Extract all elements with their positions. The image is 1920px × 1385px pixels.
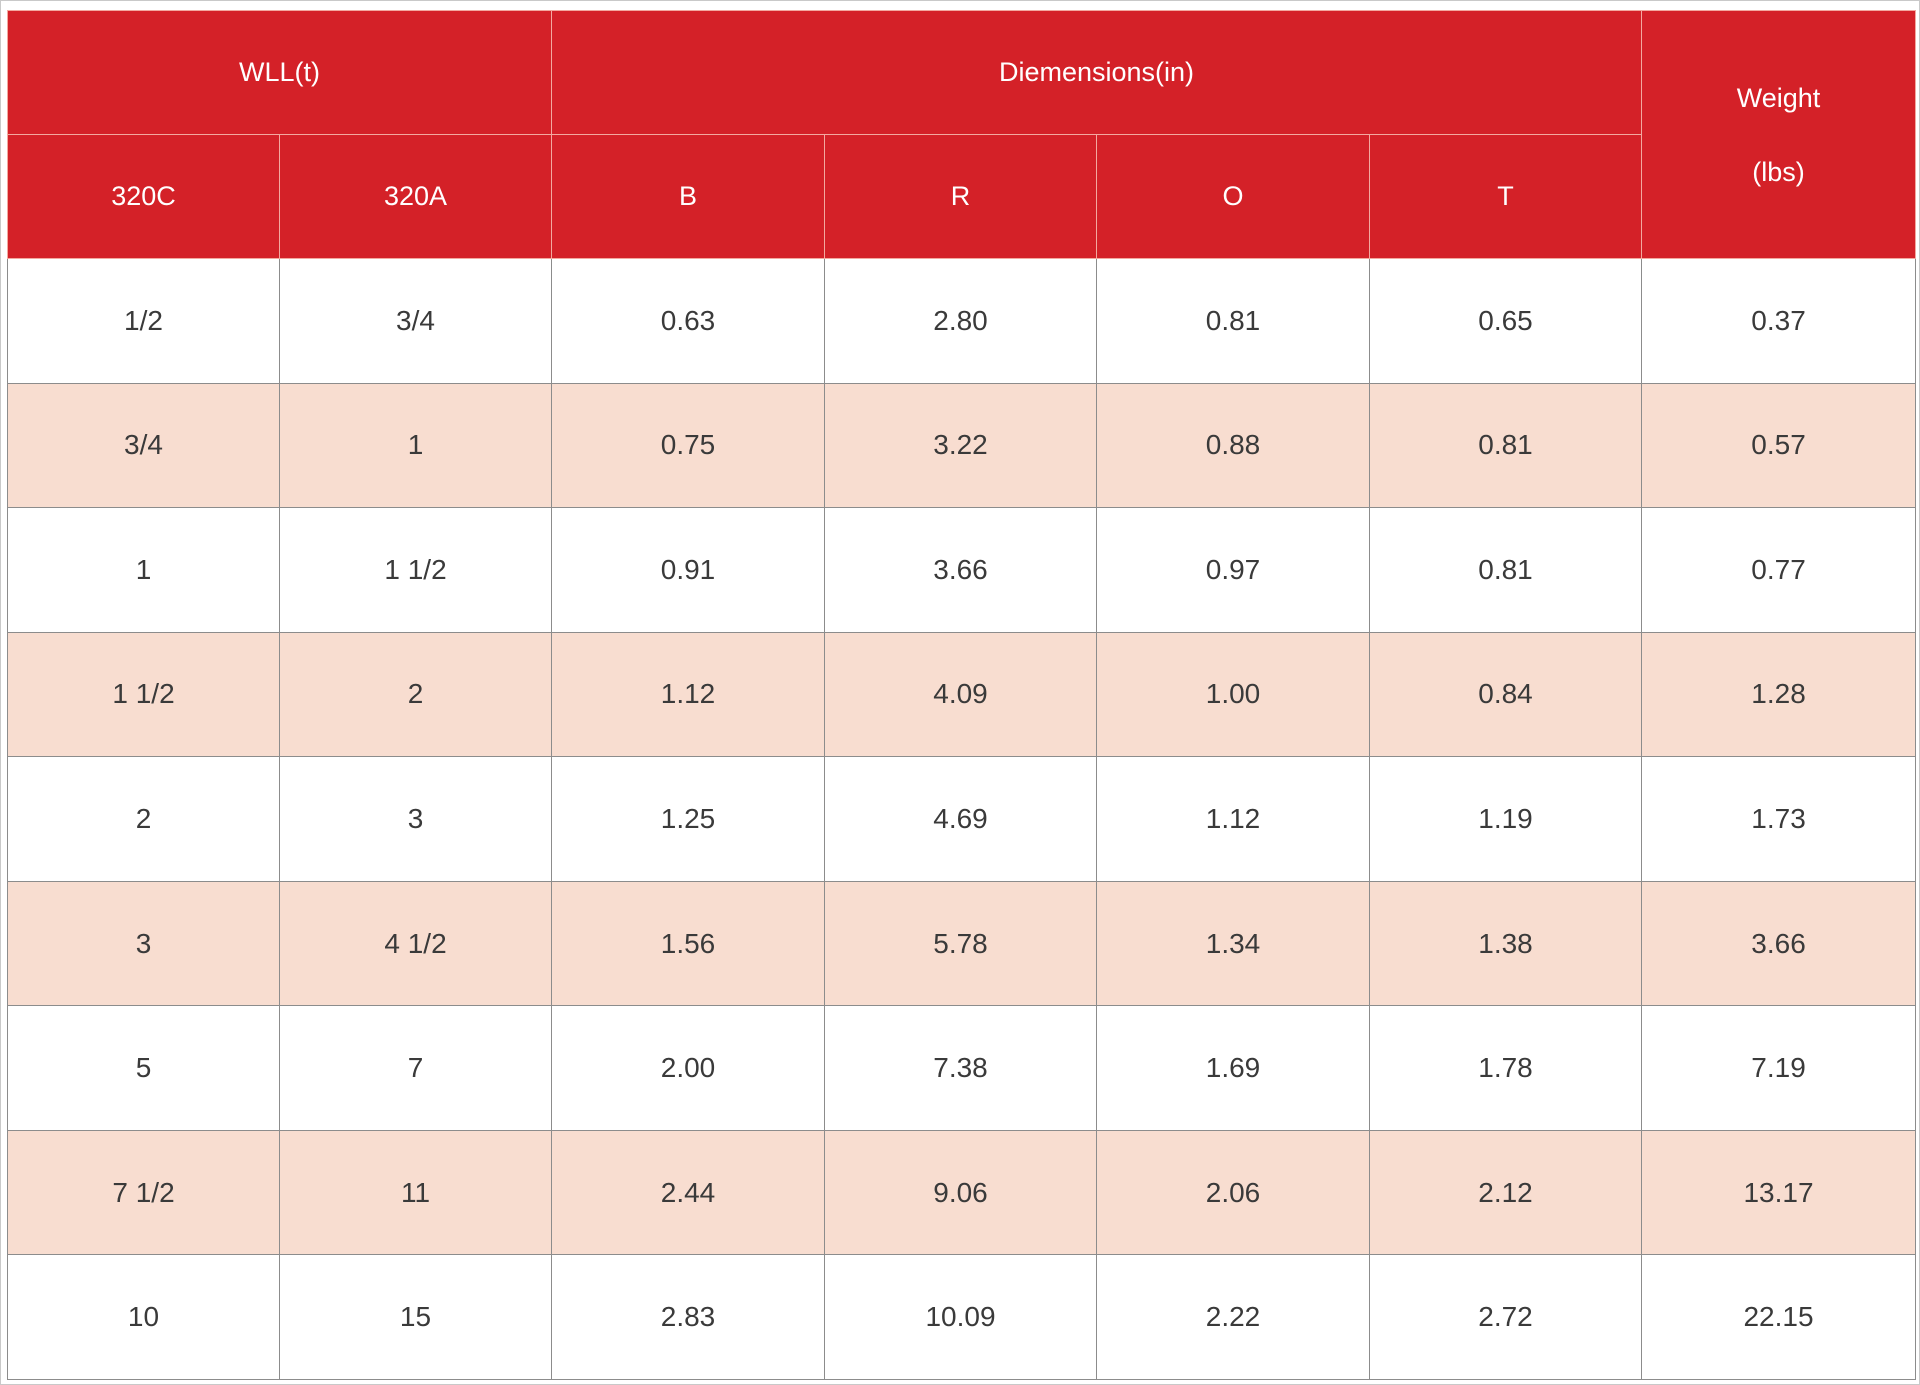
- cell-weight: 7.19: [1641, 1005, 1917, 1131]
- cell-320c: 5: [7, 1005, 280, 1131]
- cell-weight: 0.77: [1641, 507, 1917, 633]
- table-row: 1/2 3/4 0.63 2.80 0.81 0.65 0.37: [7, 258, 1917, 384]
- cell-320c: 3/4: [7, 382, 280, 509]
- cell-b: 0.91: [551, 507, 825, 633]
- table-row: 5 7 2.00 7.38 1.69 1.78 7.19: [7, 1005, 1917, 1131]
- header-weight-unit: (lbs): [1752, 156, 1805, 187]
- cell-t: 0.81: [1368, 507, 1643, 633]
- cell-r: 2.80: [824, 258, 1097, 384]
- table-row: 10 15 2.83 10.09 2.22 2.72 22.15: [7, 1254, 1917, 1380]
- header-weight-label: Weight: [1736, 82, 1821, 113]
- header-weight: Weight (lbs): [1641, 10, 1917, 259]
- cell-t: 1.19: [1368, 756, 1643, 882]
- spec-table: WLL(t) Diemensions(in) Weight (lbs) 320C…: [7, 10, 1917, 1380]
- cell-320c: 2: [7, 756, 280, 882]
- table-row: 3 4 1/2 1.56 5.78 1.34 1.38 3.66: [7, 880, 1917, 1007]
- cell-r: 4.69: [824, 756, 1097, 882]
- cell-320c: 10: [7, 1254, 280, 1380]
- cell-b: 1.56: [551, 880, 825, 1007]
- header-wll: WLL(t): [7, 10, 552, 135]
- header-dimensions: Diemensions(in): [550, 10, 1643, 135]
- cell-t: 1.38: [1368, 880, 1643, 1007]
- cell-320a: 1: [279, 382, 552, 509]
- cell-320c: 7 1/2: [7, 1129, 280, 1256]
- header-t: T: [1368, 134, 1643, 259]
- cell-o: 1.12: [1096, 756, 1370, 882]
- cell-t: 0.65: [1368, 258, 1643, 384]
- cell-t: 2.72: [1368, 1254, 1643, 1380]
- cell-b: 1.25: [551, 756, 825, 882]
- cell-t: 1.78: [1368, 1005, 1643, 1131]
- cell-320a: 3: [279, 756, 552, 882]
- cell-320a: 2: [279, 631, 552, 758]
- cell-t: 0.81: [1368, 382, 1643, 509]
- cell-320a: 11: [279, 1129, 552, 1256]
- group-header-row: WLL(t) Diemensions(in) Weight (lbs): [7, 10, 1917, 259]
- header-r: R: [824, 134, 1097, 259]
- cell-320a: 1 1/2: [279, 507, 552, 633]
- cell-o: 2.06: [1096, 1129, 1370, 1256]
- cell-o: 0.88: [1096, 382, 1370, 509]
- cell-320c: 1 1/2: [7, 631, 280, 758]
- cell-weight: 1.28: [1641, 631, 1917, 758]
- cell-o: 1.34: [1096, 880, 1370, 1007]
- cell-weight: 1.73: [1641, 756, 1917, 882]
- cell-b: 2.83: [551, 1254, 825, 1380]
- cell-b: 0.75: [551, 382, 825, 509]
- cell-r: 10.09: [824, 1254, 1097, 1380]
- cell-o: 1.69: [1096, 1005, 1370, 1131]
- cell-r: 4.09: [824, 631, 1097, 758]
- cell-320c: 3: [7, 880, 280, 1007]
- header-b: B: [551, 134, 825, 259]
- cell-r: 5.78: [824, 880, 1097, 1007]
- cell-b: 1.12: [551, 631, 825, 758]
- cell-320c: 1: [7, 507, 280, 633]
- table-row: 1 1 1/2 0.91 3.66 0.97 0.81 0.77: [7, 507, 1917, 633]
- cell-o: 2.22: [1096, 1254, 1370, 1380]
- cell-b: 2.44: [551, 1129, 825, 1256]
- cell-weight: 0.57: [1641, 382, 1917, 509]
- cell-weight: 13.17: [1641, 1129, 1917, 1256]
- cell-320a: 4 1/2: [279, 880, 552, 1007]
- cell-t: 2.12: [1368, 1129, 1643, 1256]
- cell-r: 3.66: [824, 507, 1097, 633]
- cell-320a: 7: [279, 1005, 552, 1131]
- table-row: 3/4 1 0.75 3.22 0.88 0.81 0.57: [7, 382, 1917, 509]
- cell-weight: 0.37: [1641, 258, 1917, 384]
- cell-t: 0.84: [1368, 631, 1643, 758]
- cell-o: 0.97: [1096, 507, 1370, 633]
- header-320a: 320A: [279, 134, 552, 259]
- cell-weight: 3.66: [1641, 880, 1917, 1007]
- cell-o: 0.81: [1096, 258, 1370, 384]
- header-320c: 320C: [7, 134, 280, 259]
- cell-r: 9.06: [824, 1129, 1097, 1256]
- cell-b: 0.63: [551, 258, 825, 384]
- cell-b: 2.00: [551, 1005, 825, 1131]
- sub-header-row: 320C 320A B R O T: [7, 134, 1916, 259]
- cell-r: 3.22: [824, 382, 1097, 509]
- table-row: 7 1/2 11 2.44 9.06 2.06 2.12 13.17: [7, 1129, 1917, 1256]
- cell-320a: 15: [279, 1254, 552, 1380]
- table-row: 2 3 1.25 4.69 1.12 1.19 1.73: [7, 756, 1917, 882]
- cell-weight: 22.15: [1641, 1254, 1917, 1380]
- table-row: 1 1/2 2 1.12 4.09 1.00 0.84 1.28: [7, 631, 1917, 758]
- table-body: 1/2 3/4 0.63 2.80 0.81 0.65 0.37 3/4 1 0…: [7, 258, 1917, 1380]
- cell-r: 7.38: [824, 1005, 1097, 1131]
- cell-320c: 1/2: [7, 258, 280, 384]
- cell-320a: 3/4: [279, 258, 552, 384]
- header-o: O: [1096, 134, 1370, 259]
- cell-o: 1.00: [1096, 631, 1370, 758]
